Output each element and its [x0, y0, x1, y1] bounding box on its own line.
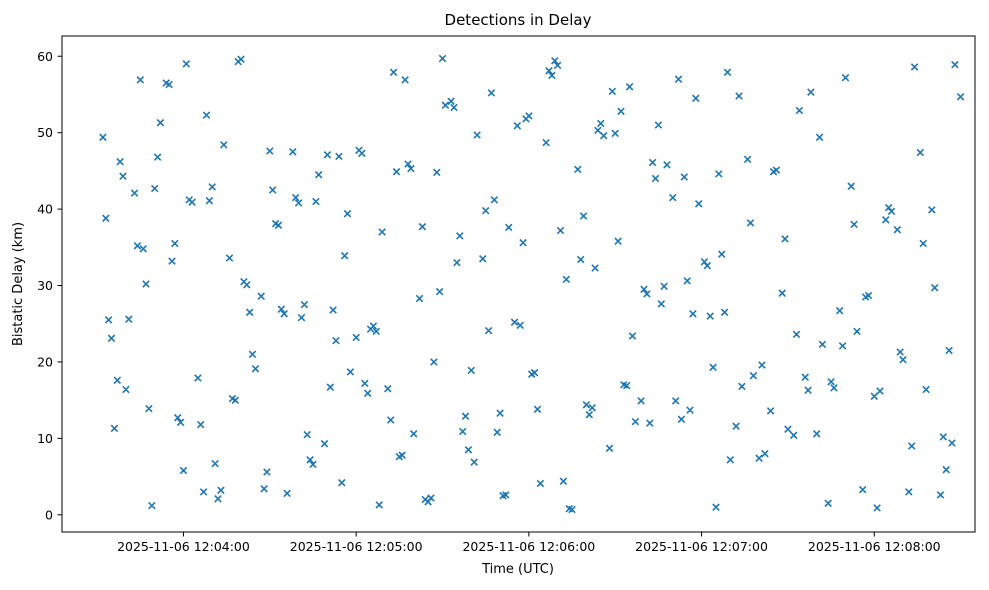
y-tick-label: 50	[37, 125, 53, 140]
y-tick-label: 20	[37, 354, 53, 369]
y-tick-label: 10	[37, 431, 53, 446]
x-axis-label: Time (UTC)	[481, 562, 554, 577]
y-tick-label: 40	[37, 202, 53, 217]
y-axis-label: Bistatic Delay (km)	[11, 222, 26, 346]
x-tick-label: 2025-11-06 12:05:00	[290, 539, 423, 554]
y-tick-label: 30	[37, 278, 53, 293]
x-tick-label: 2025-11-06 12:07:00	[635, 539, 768, 554]
y-tick-label: 0	[45, 507, 53, 522]
y-axis-ticks: 0 10 20 30 40 50 60	[37, 49, 62, 522]
scatter-points	[99, 54, 965, 514]
x-tick-label: 2025-11-06 12:06:00	[462, 539, 595, 554]
x-tick-label: 2025-11-06 12:08:00	[808, 539, 941, 554]
axes-border	[61, 35, 976, 533]
plot-title: Detections in Delay	[445, 11, 592, 29]
x-tick-label: 2025-11-06 12:04:00	[117, 539, 250, 554]
x-axis-ticks: 2025-11-06 12:04:00 2025-11-06 12:05:00 20…	[117, 532, 941, 554]
y-tick-label: 60	[37, 49, 53, 64]
